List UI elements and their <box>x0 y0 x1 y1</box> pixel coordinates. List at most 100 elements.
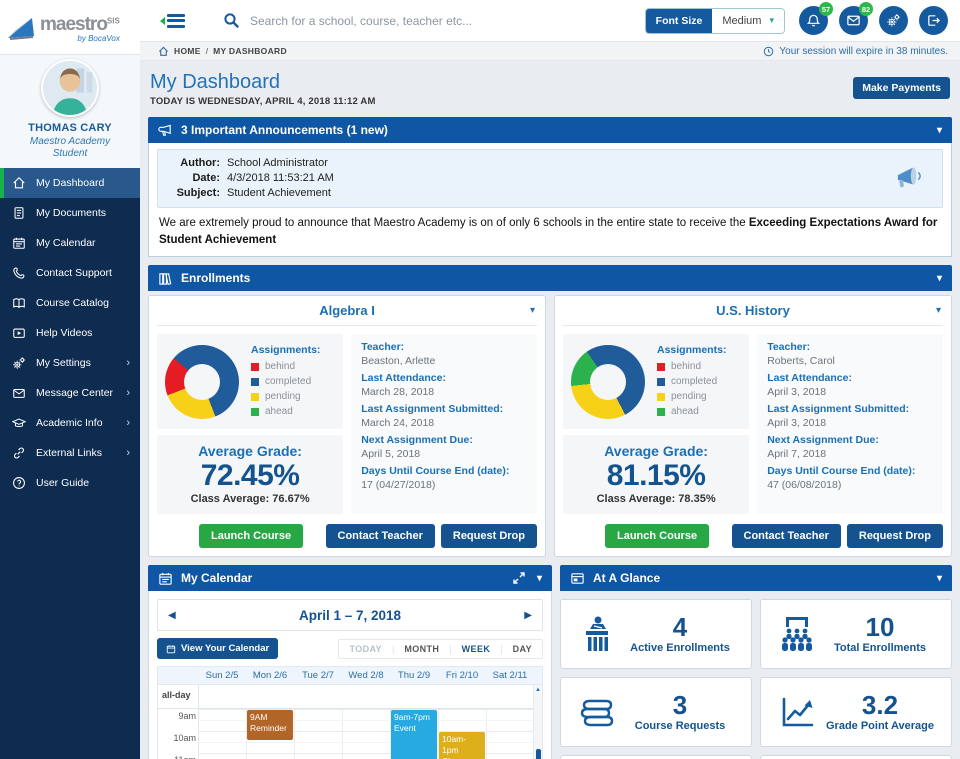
sidebar-item-my-dashboard[interactable]: My Dashboard <box>0 168 140 198</box>
chevron-down-icon[interactable]: ▾ <box>536 572 542 584</box>
info-label: Next Assignment Due: <box>361 434 473 447</box>
search-icon <box>224 13 239 28</box>
calendar-event-event[interactable]: 9am-7pm Event <box>391 710 437 759</box>
legend-label: pending <box>671 391 707 403</box>
messages-badge: 82 <box>859 2 873 16</box>
sidebar-item-label: My Settings <box>36 357 91 369</box>
info-value: 17 (04/27/2018) <box>361 479 436 492</box>
launch-course-button[interactable]: Launch Course <box>605 524 710 549</box>
link-icon <box>12 446 26 460</box>
chevron-down-icon[interactable]: ▾ <box>936 272 942 284</box>
announcements-header[interactable]: 3 Important Announcements (1 new) ▾ <box>148 117 952 143</box>
enrollment-card-algebra: Algebra I ▾ Assignments: behind <box>148 295 546 558</box>
sidebar-toggle-button[interactable] <box>160 11 185 30</box>
chevron-down-icon[interactable]: ▾ <box>936 572 942 584</box>
logout-button[interactable] <box>919 6 948 35</box>
scroll-up-icon[interactable]: ▲ <box>535 687 541 694</box>
class-average: Class Average: 76.67% <box>190 493 310 506</box>
at-a-glance-header[interactable]: At A Glance ▾ <box>560 565 952 592</box>
info-label: Days Until Course End (date): <box>361 465 510 478</box>
enrollments-header[interactable]: Enrollments ▾ <box>148 265 952 292</box>
session-timer: Your session will expire in 38 minutes. <box>763 46 948 57</box>
breadcrumb-home[interactable]: HOME <box>174 46 201 56</box>
request-drop-button[interactable]: Request Drop <box>440 524 537 549</box>
day-header: Mon 2/6 <box>252 670 288 682</box>
course-title: U.S. History <box>716 303 790 319</box>
request-drop-button[interactable]: Request Drop <box>846 524 943 549</box>
stat-credits-to-graduate[interactable]: 4 Credits to Graduate <box>560 755 752 759</box>
chevron-down-icon[interactable]: ▾ <box>529 305 535 317</box>
messages-button[interactable]: 82 <box>839 2 873 35</box>
stat-label: Grade Point Average <box>826 720 934 733</box>
logout-icon <box>928 15 940 26</box>
calendar-scrollbar[interactable]: ▲ <box>533 685 542 759</box>
sidebar-item-my-calendar[interactable]: My Calendar <box>0 228 140 258</box>
sidebar-item-help-videos[interactable]: Help Videos <box>0 318 140 348</box>
logo-byline: by BocaVox <box>77 34 120 43</box>
announcements-panel: 3 Important Announcements (1 new) ▾ Auth… <box>148 117 952 258</box>
author-value: School Administrator <box>227 157 328 169</box>
settings-button[interactable] <box>879 6 908 35</box>
legend-swatch <box>251 392 259 401</box>
next-week-button[interactable]: ▶ <box>524 609 532 621</box>
glance-icon <box>570 571 585 586</box>
time-label: 11am <box>162 755 196 759</box>
stat-unexcused-absences[interactable]: 5 Unexcused Absences <box>760 755 952 759</box>
legend-swatch <box>251 407 259 416</box>
stat-course-requests[interactable]: 3 Course Requests <box>560 677 752 748</box>
my-calendar-header[interactable]: My Calendar ▾ <box>148 565 552 592</box>
legend-swatch <box>251 377 259 386</box>
calendar-range-title: April 1 – 7, 2018 <box>298 607 402 623</box>
sidebar-item-message-center[interactable]: Message Center › <box>0 378 140 408</box>
legend-title: Assignments: <box>251 344 321 357</box>
sidebar-item-my-settings[interactable]: My Settings › <box>0 348 140 378</box>
average-grade-label: Average Grade: <box>198 443 302 460</box>
tab-today[interactable]: TODAY <box>349 643 382 654</box>
phone-icon <box>12 266 26 280</box>
sidebar-item-course-catalog[interactable]: Course Catalog <box>0 288 140 318</box>
stat-grade-point-average[interactable]: 3.2 Grade Point Average <box>760 677 952 748</box>
avatar[interactable] <box>41 59 99 117</box>
stat-total-enrollments[interactable]: 10 Total Enrollments <box>760 599 952 670</box>
stat-value: 3 <box>672 690 688 721</box>
message-icon <box>12 386 26 400</box>
info-label: Days Until Course End (date): <box>767 465 916 478</box>
subject-label: Subject: <box>176 187 220 199</box>
chevron-right-icon: › <box>126 387 130 399</box>
tab-day[interactable]: DAY <box>512 643 532 654</box>
app-logo[interactable]: maestroSIS by BocaVox <box>0 0 140 55</box>
launch-course-button[interactable]: Launch Course <box>199 524 304 549</box>
chevron-down-icon[interactable]: ▾ <box>935 305 941 317</box>
search-input[interactable] <box>250 13 550 28</box>
date-label: Date: <box>192 172 220 184</box>
chevron-down-icon[interactable]: ▾ <box>936 124 942 136</box>
sidebar-item-my-documents[interactable]: My Documents <box>0 198 140 228</box>
calendar-event-reminder[interactable]: 9AM Reminder <box>247 710 293 741</box>
chevron-right-icon: › <box>126 447 130 459</box>
prev-week-button[interactable]: ◀ <box>168 609 176 621</box>
view-your-calendar-button[interactable]: View Your Calendar <box>157 638 279 660</box>
collapse-arrow-icon <box>160 16 165 25</box>
sidebar-item-user-guide[interactable]: User Guide <box>0 468 140 498</box>
tab-month[interactable]: MONTH <box>404 643 440 654</box>
calendar-event-class-schedule[interactable]: 10am-1pm Class Schedule <box>439 732 485 759</box>
contact-teacher-button[interactable]: Contact Teacher <box>731 524 841 549</box>
average-grade-value: 81.15% <box>606 459 706 493</box>
contact-teacher-button[interactable]: Contact Teacher <box>325 524 435 549</box>
sidebar-item-academic-info[interactable]: Academic Info › <box>0 408 140 438</box>
home-icon <box>158 46 169 56</box>
expand-icon[interactable] <box>513 572 525 585</box>
home-icon <box>12 176 26 190</box>
font-size-select[interactable]: Medium ▾ <box>712 8 784 33</box>
sidebar-item-external-links[interactable]: External Links › <box>0 438 140 468</box>
assignments-donut-chart <box>571 344 645 419</box>
info-value: Roberts, Carol <box>767 355 835 368</box>
stat-active-enrollments[interactable]: 4 Active Enrollments <box>560 599 752 670</box>
avatar-image <box>43 61 97 115</box>
scrollbar-thumb[interactable] <box>536 749 541 759</box>
notifications-button[interactable]: 57 <box>799 2 833 35</box>
tab-week[interactable]: WEEK <box>461 643 491 654</box>
make-payments-button[interactable]: Make Payments <box>853 77 950 99</box>
sidebar-item-contact-support[interactable]: Contact Support <box>0 258 140 288</box>
